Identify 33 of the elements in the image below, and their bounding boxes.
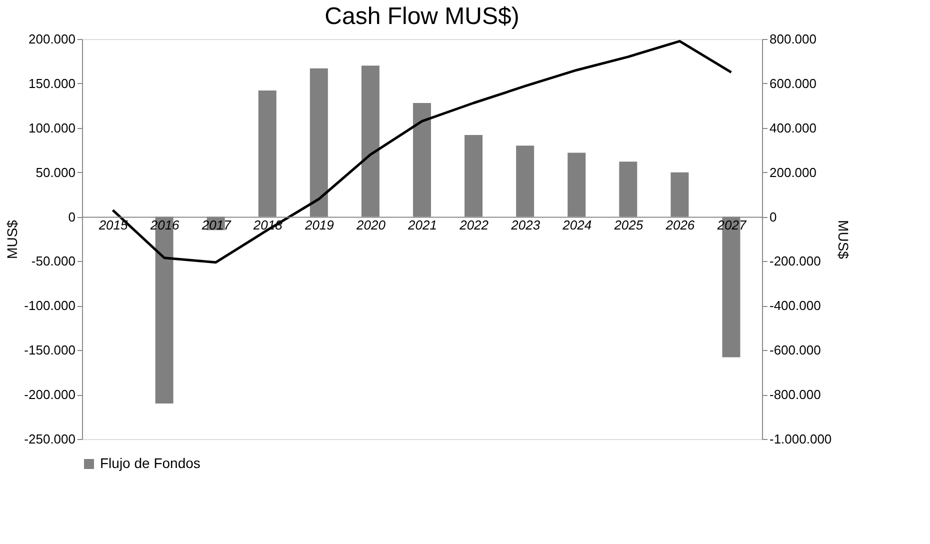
y2-tick-label: -1.000.000 (770, 432, 832, 446)
x-tick-label: 2020 (356, 217, 386, 232)
y2-tick-label: -600.000 (770, 342, 821, 358)
x-tick-label: 2025 (613, 217, 644, 232)
y2-tick-label: -800.000 (770, 387, 821, 402)
y2-tick-label: 800.000 (770, 32, 816, 46)
y2-tick-label: 400.000 (770, 120, 816, 136)
x-tick-label: 2026 (664, 217, 696, 232)
y2-tick-label: -400.000 (770, 298, 821, 314)
x-tick-label: 2015 (98, 217, 128, 232)
y2-axis-title: MUS$ (836, 220, 852, 260)
y2-tick-label: -200.000 (770, 254, 821, 269)
x-tick-label: 2022 (458, 217, 490, 232)
y2-tick-label: 0 (770, 209, 777, 224)
chart-title: Cash Flow MUS$) (324, 3, 520, 30)
x-tick-label: 2023 (510, 217, 541, 232)
y-tick-label: 0 (68, 209, 76, 224)
y-tick-label: -100.000 (24, 298, 76, 314)
x-tick-label: 2021 (407, 217, 437, 232)
y-tick-label: 50.000 (36, 164, 76, 180)
y2-tick-label: 200.000 (770, 164, 816, 180)
y-tick-label: 200.000 (28, 32, 76, 46)
y-tick-label: -250.000 (24, 432, 76, 446)
y-tick-label: -200.000 (24, 387, 76, 402)
y-tick-label: -50.000 (31, 254, 76, 269)
y2-tick-label: 600.000 (770, 76, 816, 91)
x-tick-label: 2024 (562, 217, 592, 232)
y-tick-label: -150.000 (24, 342, 76, 358)
y-tick-label: 100.000 (28, 120, 76, 136)
y-axis-title: MUS$ (4, 220, 20, 259)
x-tick-label: 2019 (304, 217, 334, 232)
y-tick-label: 150.000 (28, 76, 76, 91)
legend-label: Flujo de Fondos (100, 455, 200, 471)
